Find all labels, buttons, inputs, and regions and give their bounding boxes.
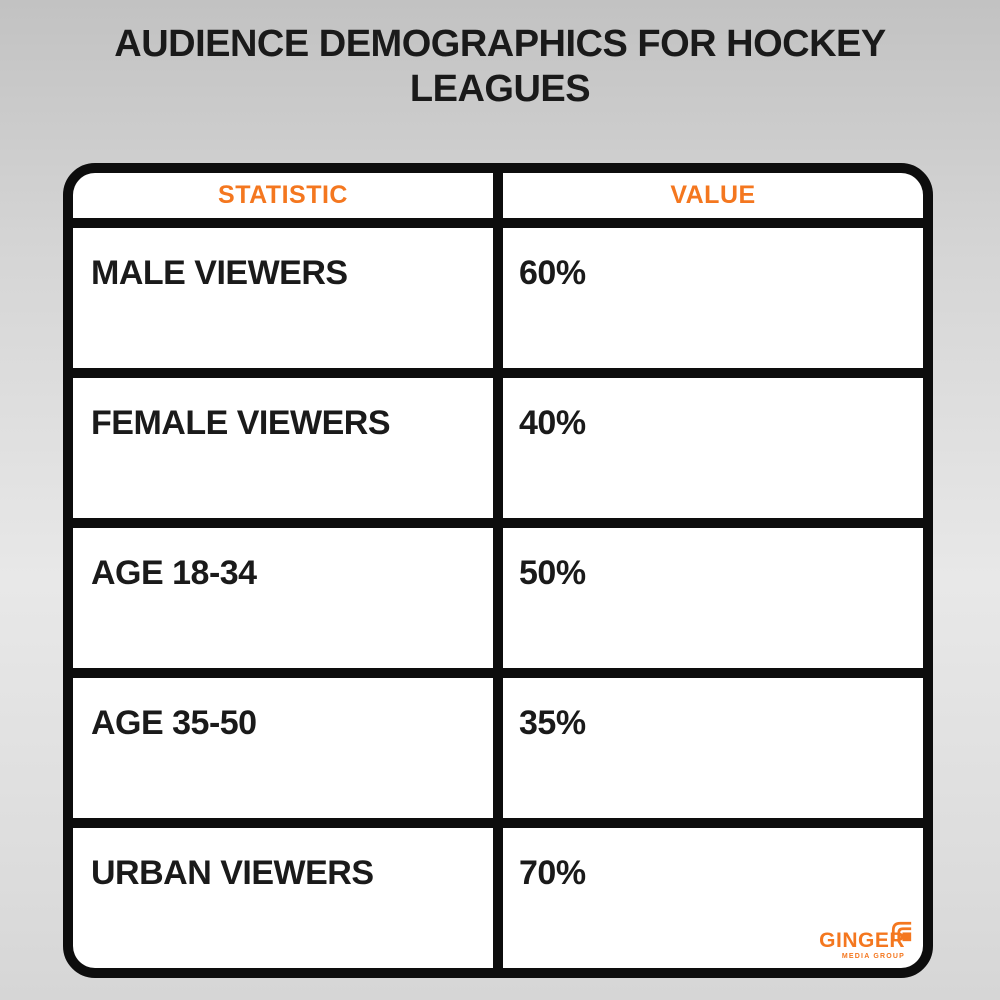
table-row-value: 70% GINGER MEDIA GROUP [503,828,923,968]
table-row-value: 50% [503,528,923,668]
table-row-statistic: AGE 35-50 [73,678,493,818]
table-row-value-text: 70% [519,854,586,892]
logo-wordmark: GINGER [819,929,905,952]
table-row-statistic: URBAN VIEWERS [73,828,493,968]
table-row-statistic: FEMALE VIEWERS [73,378,493,518]
table-row-statistic: MALE VIEWERS [73,228,493,368]
table-row-value: 60% [503,228,923,368]
page-title-line1: AUDIENCE DEMOGRAPHICS FOR HOCKEY [114,23,886,65]
column-header-value: VALUE [503,173,923,218]
stacked-frames-icon [891,915,913,942]
ginger-media-group-logo: GINGER MEDIA GROUP [819,921,912,960]
table-row-value: 35% [503,678,923,818]
column-header-statistic: STATISTIC [73,173,493,218]
page-title: AUDIENCE DEMOGRAPHICS FOR HOCKEY LEAGUES [0,22,1000,112]
table-row-value: 40% [503,378,923,518]
logo-subtitle: MEDIA GROUP [841,953,905,960]
table-row-statistic: AGE 18-34 [73,528,493,668]
page-title-line2: LEAGUES [409,68,591,110]
demographics-table: STATISTIC VALUE MALE VIEWERS 60% FEMALE … [63,163,933,978]
